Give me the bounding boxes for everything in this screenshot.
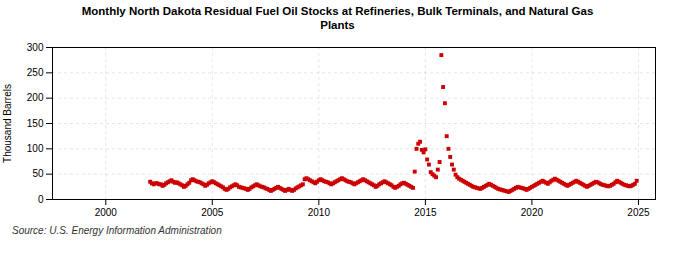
svg-text:250: 250 bbox=[27, 67, 44, 78]
html-text:Source: U.S. Energy Informatio: Source: U.S. Energy Information Administ… bbox=[12, 224, 222, 236]
svg-text:2010: 2010 bbox=[308, 206, 331, 217]
svg-text:2015: 2015 bbox=[414, 206, 437, 217]
svg-text:150: 150 bbox=[27, 117, 44, 128]
svg-text:100: 100 bbox=[27, 143, 44, 154]
svg-text:2005: 2005 bbox=[201, 206, 224, 217]
svg-text:300: 300 bbox=[27, 41, 44, 52]
html-text:Monthly North Dakota Residual: Monthly North Dakota Residual Fuel Oil S… bbox=[81, 5, 594, 32]
svg-text:200: 200 bbox=[27, 92, 44, 103]
svg-text:2025: 2025 bbox=[627, 206, 650, 217]
svg-text:0: 0 bbox=[38, 193, 44, 204]
svg-text:2020: 2020 bbox=[521, 206, 544, 217]
svg-text:2000: 2000 bbox=[95, 206, 118, 217]
svg-text:Thousand Barrels: Thousand Barrels bbox=[2, 84, 13, 163]
svg-text:50: 50 bbox=[32, 168, 44, 179]
